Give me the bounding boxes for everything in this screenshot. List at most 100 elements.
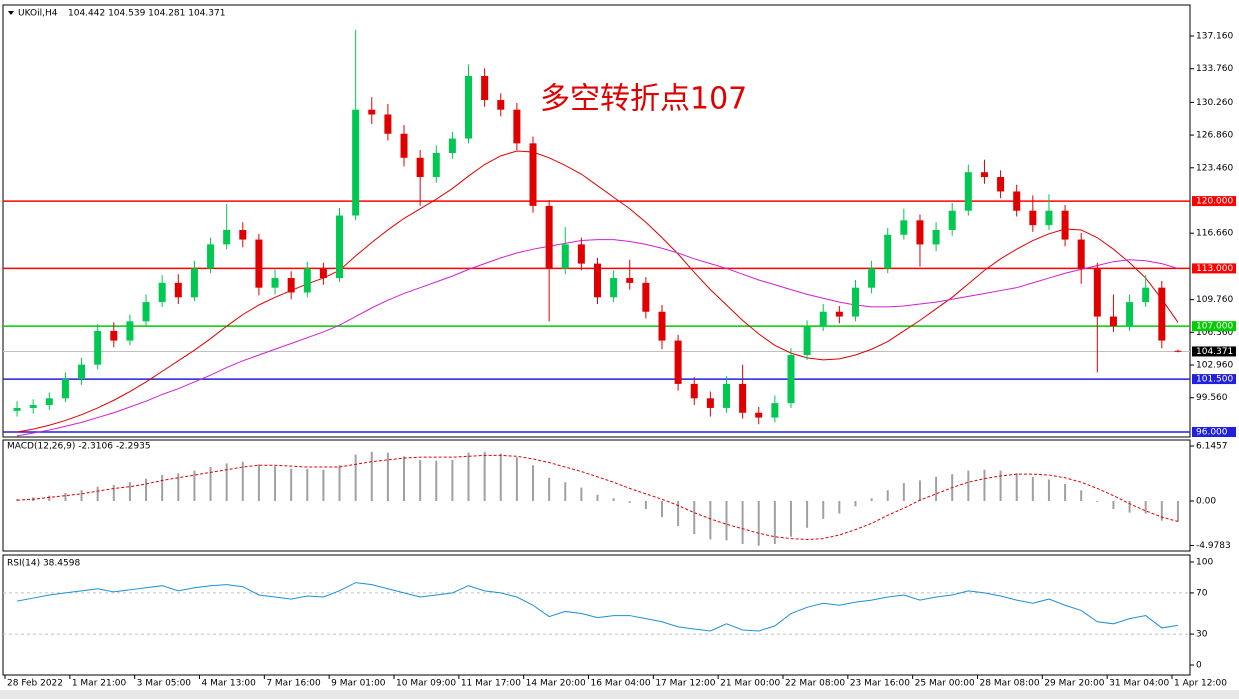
y-tick-label: -4.9783 (1196, 541, 1231, 551)
moving-average (16, 150, 1179, 433)
y-tick-label: 109.760 (1196, 295, 1233, 305)
candle-body (400, 133, 408, 158)
macd-title: MACD(12,26,9) -2.3106 -2.2935 (7, 442, 151, 452)
x-tick-label: 28 Mar 08:00 (980, 679, 1040, 689)
y-tick-label: 106.360 (1196, 328, 1233, 338)
x-tick-label: 14 Mar 20:00 (526, 679, 586, 689)
candle-body (239, 229, 247, 240)
level-label: 120.000 (1196, 197, 1233, 207)
candle-body (255, 239, 263, 288)
y-tick-label: 0.00 (1196, 497, 1216, 507)
candle-body (739, 383, 747, 413)
ohlc: 104.442 104.539 104.281 104.371 (68, 9, 225, 19)
y-tick-label: 126.860 (1196, 131, 1233, 141)
x-tick-label: 23 Mar 16:00 (850, 679, 910, 689)
x-tick-label: 1 Apr 12:00 (1174, 679, 1227, 689)
price-panel (2, 4, 1191, 438)
candle-body (126, 321, 134, 341)
level-label: 96.000 (1196, 427, 1228, 437)
rsi-title: RSI(14) 38.4598 (7, 559, 80, 569)
x-tick-label: 11 Mar 17:00 (461, 679, 521, 689)
candle-body (497, 100, 505, 110)
level-tag (1192, 321, 1236, 332)
y-tick-label: 70 (1196, 588, 1208, 598)
candle-body (1158, 287, 1166, 341)
y-tick-label: 137.160 (1196, 31, 1233, 41)
candle-body (384, 114, 392, 134)
candle-body (190, 268, 198, 298)
x-tick-label: 1 Mar 21:00 (72, 679, 127, 689)
level-tag (1192, 374, 1236, 385)
y-tick-label: 130.260 (1196, 98, 1233, 108)
candle-body (223, 229, 231, 245)
current-price-label: 104.371 (1196, 347, 1233, 357)
candle-body (545, 205, 553, 269)
candle-body (690, 383, 698, 399)
y-tick-label: 99.560 (1196, 393, 1228, 403)
y-tick-label: 30 (1196, 630, 1208, 640)
candle-body (642, 282, 650, 312)
candle-body (771, 403, 779, 418)
candle-body (368, 109, 376, 115)
candle-body (851, 287, 859, 317)
candle-body (610, 278, 618, 298)
candle-body (78, 364, 86, 380)
tab-bar[interactable] (0, 690, 1239, 699)
candle-body (835, 311, 843, 317)
y-tick-label: 0 (1196, 661, 1202, 671)
symbol: UKOil,H4 (18, 9, 58, 19)
candle-body (94, 330, 102, 365)
annotation: 多空转折点107 (540, 82, 747, 117)
candle-body (61, 379, 69, 399)
candle-body (706, 398, 714, 408)
candle-body (303, 268, 311, 293)
candle-body (916, 220, 924, 245)
x-tick-label: 7 Mar 16:00 (266, 679, 321, 689)
x-tick-label: 21 Mar 00:00 (720, 679, 780, 689)
macd-panel (2, 439, 1191, 552)
candle-body (819, 311, 827, 327)
candle-body (1126, 302, 1134, 327)
candle-body (1061, 210, 1069, 240)
candle-body (13, 407, 21, 411)
rsi-panel (2, 554, 1191, 676)
level-label: 107.000 (1196, 322, 1233, 332)
candle-body (336, 215, 344, 279)
candle-body (594, 263, 601, 298)
candle-body (271, 278, 279, 288)
candle-body (948, 210, 956, 230)
y-tick-label: 123.460 (1196, 163, 1233, 173)
y-tick-label: 100 (1196, 558, 1213, 568)
x-tick-label: 29 Mar 20:00 (1044, 679, 1104, 689)
candle-body (803, 326, 811, 356)
moving-average (16, 239, 1179, 437)
candle-body (868, 268, 876, 288)
x-tick-label: 3 Mar 05:00 (137, 679, 192, 689)
current-price-tag (1192, 346, 1236, 357)
menu-arrow[interactable] (8, 11, 14, 15)
candle-body (722, 383, 730, 408)
level-label: 113.000 (1196, 264, 1233, 274)
level-tag (1192, 426, 1236, 437)
y-tick-label: 6.1457 (1196, 442, 1228, 452)
candle-body (997, 177, 1005, 192)
candle-body (1029, 210, 1037, 226)
x-tick-label: 10 Mar 09:00 (396, 679, 456, 689)
level-label: 101.500 (1196, 375, 1233, 385)
candle-body (207, 244, 215, 269)
candle-body (932, 229, 940, 245)
candle-body (45, 398, 53, 406)
candle-body (174, 282, 182, 298)
y-tick-label: 116.660 (1196, 229, 1233, 239)
candle-body (561, 244, 569, 269)
y-tick-label: 102.960 (1196, 361, 1233, 371)
level-tag (1192, 263, 1236, 274)
candle-body (1045, 210, 1053, 226)
level-tag (1192, 196, 1236, 207)
candle-body (287, 278, 295, 293)
x-tick-label: 9 Mar 01:00 (331, 679, 386, 689)
candle-body (432, 152, 440, 178)
candle-body (884, 234, 892, 269)
